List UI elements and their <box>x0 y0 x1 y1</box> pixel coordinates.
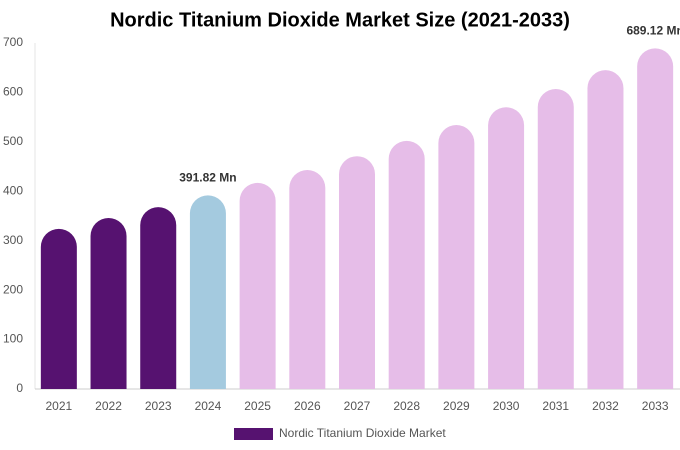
chart-title: Nordic Titanium Dioxide Market Size (202… <box>110 9 570 31</box>
y-tick-label: 500 <box>3 134 23 148</box>
y-tick-label: 0 <box>16 381 23 395</box>
bar <box>140 207 177 389</box>
x-tick-label: 2029 <box>443 399 470 413</box>
x-tick-label: 2030 <box>493 399 520 413</box>
data-label: 689.12 Mn <box>626 24 680 38</box>
bar <box>40 228 77 389</box>
x-tick-label: 2026 <box>294 399 321 413</box>
bar <box>637 48 674 389</box>
x-tick-label: 2032 <box>592 399 619 413</box>
y-tick-label: 700 <box>3 35 23 49</box>
x-tick-label: 2031 <box>542 399 569 413</box>
y-tick-label: 600 <box>3 85 23 99</box>
bar <box>537 88 574 390</box>
bar <box>587 70 624 389</box>
bar <box>289 170 326 389</box>
x-tick-label: 2033 <box>642 399 669 413</box>
x-tick-label: 2027 <box>344 399 371 413</box>
legend-swatch <box>234 428 273 440</box>
bar <box>438 125 475 389</box>
legend-label: Nordic Titanium Dioxide Market <box>279 426 446 440</box>
x-tick-label: 2028 <box>393 399 420 413</box>
bar <box>339 156 375 389</box>
bar <box>239 182 276 389</box>
x-tick-label: 2022 <box>95 399 122 413</box>
x-tick-label: 2021 <box>45 399 72 413</box>
x-tick-label: 2025 <box>244 399 271 413</box>
y-tick-label: 400 <box>3 183 23 197</box>
y-tick-label: 300 <box>3 233 23 247</box>
y-tick-label: 100 <box>3 332 23 346</box>
bar <box>189 195 226 389</box>
data-label: 391.82 Mn <box>179 171 236 185</box>
y-tick-label: 200 <box>3 282 23 296</box>
bar <box>388 140 425 389</box>
bar <box>488 107 525 390</box>
x-tick-label: 2023 <box>145 399 172 413</box>
x-tick-label: 2024 <box>195 399 222 413</box>
bar <box>90 217 127 389</box>
